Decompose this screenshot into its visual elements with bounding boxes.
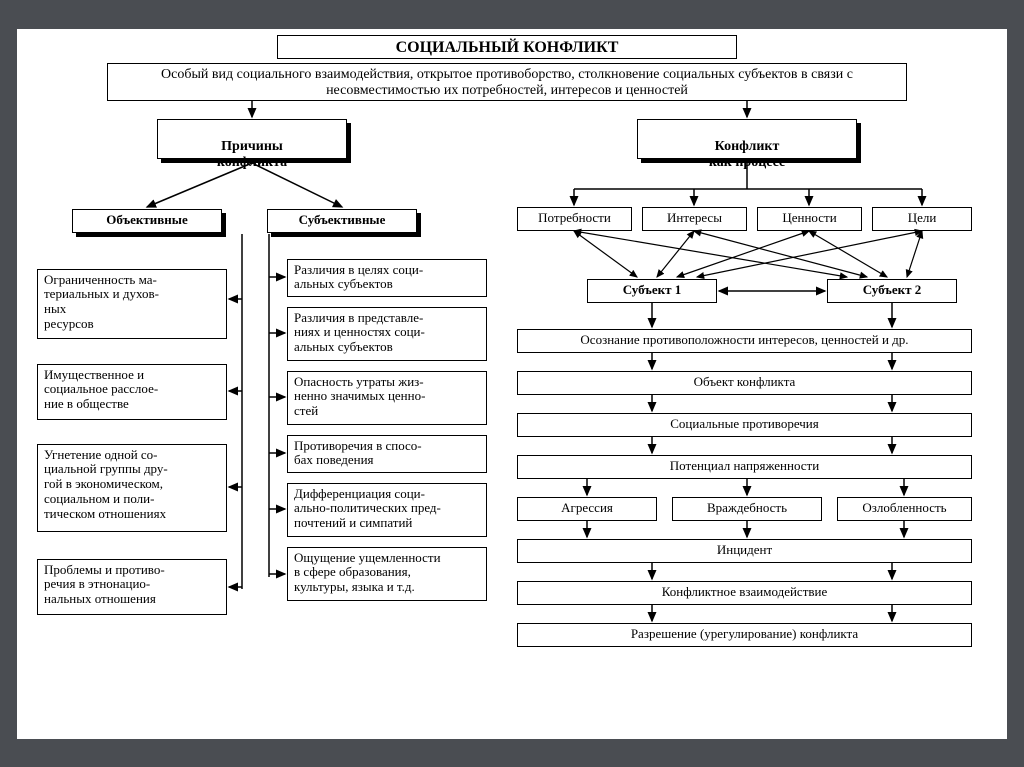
definition-text: Особый вид социального взаимодействия, о… — [161, 67, 853, 98]
obj-item-3: Проблемы и противо- речия в этнонацио- н… — [37, 559, 227, 615]
title-text: СОЦИАЛЬНЫЙ КОНФЛИКТ — [396, 39, 619, 56]
late-2: Разрешение (урегулирование) конфликта — [517, 623, 972, 647]
obj-item-2: Угнетение одной со- циальной группы дру-… — [37, 444, 227, 532]
late-0: Инцидент — [517, 539, 972, 563]
tension-2: Озлобленность — [837, 497, 972, 521]
tension-0: Агрессия — [517, 497, 657, 521]
process-header: Конфликт как процесс — [637, 119, 857, 159]
subject-2: Субъект 2 — [827, 279, 957, 303]
stage-0: Осознание противоположности интересов, ц… — [517, 329, 972, 353]
subj-item-5: Ощущение ущемленности в сфере образовани… — [287, 547, 487, 601]
stage-2: Социальные противоречия — [517, 413, 972, 437]
diagram-page: СОЦИАЛЬНЫЙ КОНФЛИКТ Особый вид социально… — [17, 29, 1007, 739]
driver-2: Ценности — [757, 207, 862, 231]
driver-1: Интересы — [642, 207, 747, 231]
subj-item-4: Дифференциация соци- ально-политических … — [287, 483, 487, 537]
subjective-label: Субъективные — [267, 209, 417, 233]
definition-box: Особый вид социального взаимодействия, о… — [107, 63, 907, 101]
subj-item-2: Опасность утраты жиз- ненно значимых цен… — [287, 371, 487, 425]
objective-label: Объективные — [72, 209, 222, 233]
subj-item-0: Различия в целях соци- альных субъектов — [287, 259, 487, 297]
tension-1: Враждебность — [672, 497, 822, 521]
subject-1: Субъект 1 — [587, 279, 717, 303]
stage-1: Объект конфликта — [517, 371, 972, 395]
driver-3: Цели — [872, 207, 972, 231]
title-box: СОЦИАЛЬНЫЙ КОНФЛИКТ — [277, 35, 737, 59]
stage-3: Потенциал напряженности — [517, 455, 972, 479]
driver-0: Потребности — [517, 207, 632, 231]
late-1: Конфликтное взаимодействие — [517, 581, 972, 605]
obj-item-0: Ограниченность ма- териальных и духов- н… — [37, 269, 227, 339]
obj-item-1: Имущественное и социальное расслое- ние … — [37, 364, 227, 420]
subj-item-3: Противоречия в спосо- бах поведения — [287, 435, 487, 473]
causes-header: Причины конфликта — [157, 119, 347, 159]
subj-item-1: Различия в представле- ниях и ценностях … — [287, 307, 487, 361]
